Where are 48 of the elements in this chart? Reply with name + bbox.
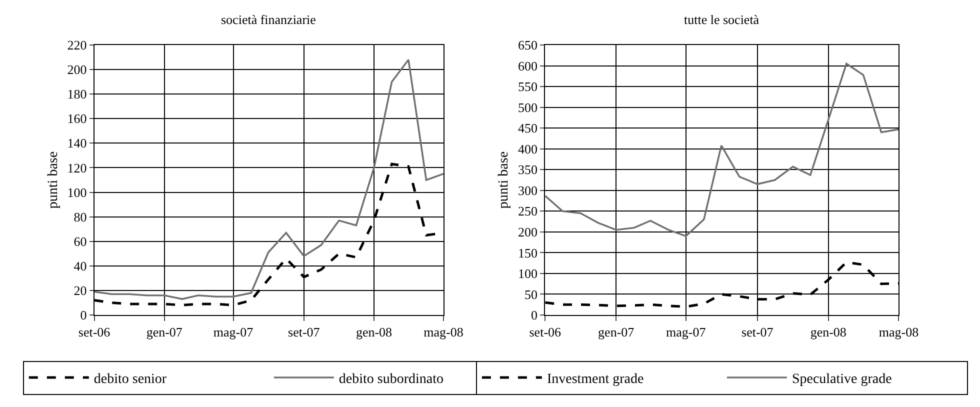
chart-title: tutte le società (684, 12, 760, 27)
line-series (94, 58, 444, 300)
y-axis-title: punti base (496, 151, 512, 209)
y-tick-label: 0 (80, 308, 87, 323)
chart-title: società finanziarie (221, 12, 316, 27)
line-series (545, 62, 899, 237)
x-tick-label: gen-07 (146, 324, 183, 340)
y-tick-label: 650 (518, 38, 538, 53)
y-tick-label: 140 (67, 136, 87, 151)
x-tick-label: set-07 (288, 324, 320, 340)
y-tick-label: 150 (518, 245, 538, 260)
y-tick-label: 80 (74, 209, 87, 224)
y-tick-label: 500 (518, 100, 538, 115)
y-tick-label: 600 (518, 58, 538, 74)
y-tick-label: 160 (67, 111, 87, 126)
x-tick-label: gen-07 (598, 324, 635, 340)
x-tick-label: mag-07 (666, 324, 706, 340)
y-tick-label: 100 (67, 184, 87, 200)
y-tick-label: 220 (67, 38, 87, 53)
legend-label: Investment grade (546, 372, 644, 387)
legend-label: debito subordinato (338, 372, 444, 387)
x-tick-label: set-06 (78, 324, 111, 340)
legend-label: debito senior (94, 372, 167, 387)
y-tick-label: 50 (524, 286, 538, 302)
y-tick-label: 550 (518, 79, 538, 94)
y-tick-label: 60 (74, 234, 87, 249)
y-tick-label: 350 (518, 162, 538, 178)
x-tick-label: gen-08 (356, 324, 392, 340)
y-tick-label: 40 (74, 258, 87, 274)
legend-label: Speculative grade (792, 372, 892, 387)
x-tick-label: gen-08 (810, 324, 846, 340)
y-axis-title: punti base (46, 151, 61, 209)
x-tick-label: set-06 (529, 324, 562, 340)
y-tick-label: 400 (518, 141, 538, 156)
x-tick-label: set-07 (742, 324, 774, 340)
x-tick-label: mag-07 (213, 324, 254, 340)
y-tick-label: 200 (518, 224, 538, 240)
y-tick-label: 120 (67, 160, 87, 176)
y-tick-label: 0 (531, 308, 538, 323)
x-tick-label: mag-08 (878, 324, 919, 340)
y-tick-label: 180 (67, 86, 87, 102)
y-tick-label: 250 (518, 204, 538, 219)
y-tick-label: 100 (518, 266, 538, 282)
y-tick-label: 20 (74, 283, 87, 298)
y-tick-label: 450 (518, 120, 538, 136)
x-tick-label: mag-08 (424, 324, 464, 340)
y-tick-label: 200 (67, 62, 87, 78)
y-tick-label: 300 (518, 182, 538, 198)
